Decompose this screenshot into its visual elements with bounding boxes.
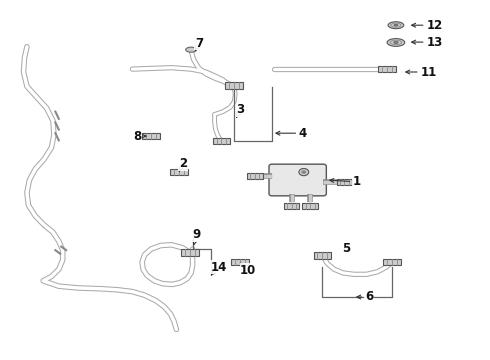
Text: 12: 12 (412, 19, 442, 32)
Bar (302, 203, 318, 209)
Text: 10: 10 (240, 263, 256, 276)
Bar (225, 82, 243, 89)
Bar (284, 203, 299, 209)
Text: 13: 13 (412, 36, 442, 49)
Circle shape (299, 168, 309, 176)
Bar (142, 133, 160, 139)
Bar (314, 252, 331, 259)
Ellipse shape (186, 47, 196, 52)
Text: 9: 9 (193, 228, 201, 245)
Bar (383, 259, 401, 265)
Text: 8: 8 (133, 130, 146, 143)
Text: 14: 14 (211, 261, 227, 275)
Ellipse shape (394, 41, 398, 44)
Bar (378, 66, 396, 72)
Text: 4: 4 (276, 127, 307, 140)
Ellipse shape (394, 24, 398, 26)
Circle shape (301, 170, 306, 174)
Text: 6: 6 (357, 291, 373, 303)
Text: 2: 2 (179, 157, 187, 171)
Ellipse shape (388, 22, 404, 29)
Bar (170, 169, 188, 175)
Ellipse shape (387, 39, 405, 46)
Bar (181, 249, 199, 256)
Text: 11: 11 (406, 66, 437, 78)
Bar (337, 179, 352, 185)
Text: 1: 1 (330, 175, 361, 188)
Bar (247, 174, 263, 179)
Text: 5: 5 (342, 242, 350, 255)
Text: 7: 7 (195, 37, 203, 50)
Bar (231, 259, 249, 265)
Text: 3: 3 (236, 103, 245, 117)
FancyBboxPatch shape (269, 164, 326, 196)
Bar (213, 138, 230, 144)
